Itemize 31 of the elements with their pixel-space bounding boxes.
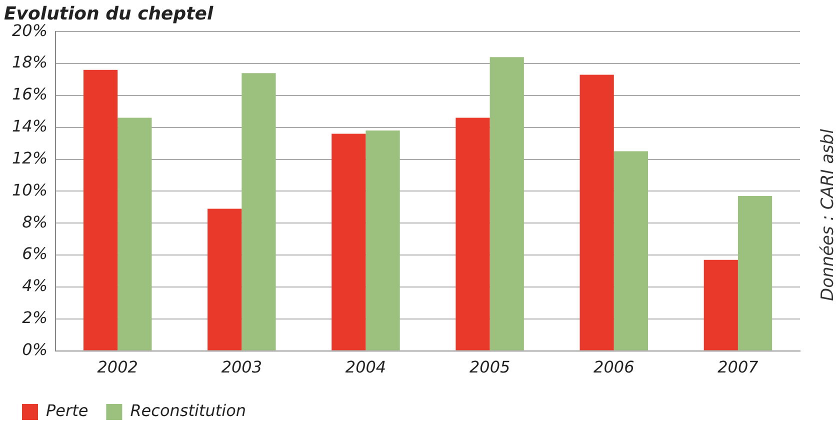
bar <box>242 73 276 350</box>
x-tick-label: 2004 <box>345 358 386 377</box>
x-tick-label: 2002 <box>97 358 138 377</box>
y-tick-label: 4% <box>22 276 48 296</box>
y-tick-label: 14% <box>12 116 48 136</box>
y-tick-label: 0% <box>22 340 48 359</box>
text: Données : CARI asbl <box>818 129 838 301</box>
bar <box>580 74 614 350</box>
x-tick-label: 2005 <box>469 358 510 377</box>
bar <box>118 118 152 350</box>
bar <box>332 134 366 350</box>
x-tick-label: 2007 <box>718 358 760 377</box>
x-tick-label: 2003 <box>221 358 262 377</box>
legend-label: Reconstitution <box>130 401 246 420</box>
legend-label: Perte <box>46 401 88 420</box>
y-tick-label: 8% <box>22 212 48 232</box>
y-tick-label: 18% <box>12 52 48 72</box>
bar <box>738 196 772 350</box>
bar <box>456 118 490 350</box>
y-tick-label: 2% <box>22 308 48 328</box>
bar <box>490 57 524 350</box>
y-tick-label: 12% <box>12 148 48 168</box>
y-tick-label: 16% <box>12 84 48 104</box>
y-tick-label: 6% <box>22 244 48 264</box>
y-tick-label: 10% <box>12 180 48 200</box>
bar <box>704 260 738 350</box>
bar <box>83 70 118 350</box>
bar <box>366 130 400 350</box>
bar <box>208 208 242 350</box>
bar <box>614 151 648 350</box>
x-tick-label: 2006 <box>594 358 634 377</box>
